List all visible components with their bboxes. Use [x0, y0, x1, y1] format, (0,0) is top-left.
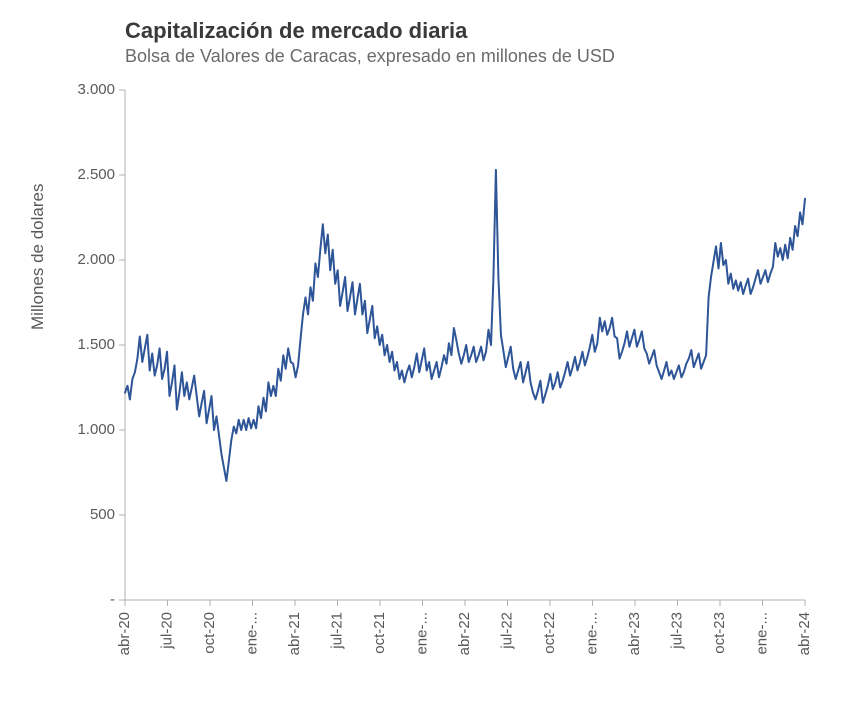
y-tick-label: 500 [90, 506, 115, 523]
series-line-marketcap [125, 170, 805, 481]
y-tick-label: - [110, 591, 115, 608]
chart-svg: - 500 1.000 1.500 2.000 2.500 3.000 abr-20 jul-… [0, 0, 850, 716]
x-tick-label: oct-20 [201, 612, 218, 654]
x-tick-label: ene-... [243, 612, 260, 655]
x-tick-label: jul-21 [328, 612, 345, 650]
y-tick-label: 2.000 [77, 251, 115, 268]
x-tick-label: ene-... [753, 612, 770, 655]
x-tick-label: abr-24 [796, 612, 813, 655]
x-tick-label: oct-22 [541, 612, 558, 654]
y-tick-label: 3.000 [77, 81, 115, 98]
x-tick-label: abr-20 [116, 612, 133, 655]
x-tick-label: abr-22 [456, 612, 473, 655]
x-tick-label: jul-20 [158, 612, 175, 650]
x-tick-label: abr-23 [626, 612, 643, 655]
x-tick-label: ene-... [413, 612, 430, 655]
x-tick-label: abr-21 [286, 612, 303, 655]
x-tick-label: ene-... [583, 612, 600, 655]
y-tick-label: 2.500 [77, 166, 115, 183]
y-tick-label: 1.000 [77, 421, 115, 438]
y-tick-label: 1.500 [77, 336, 115, 353]
x-tick-label: oct-21 [371, 612, 388, 654]
x-tick-label: oct-23 [711, 612, 728, 654]
x-tick-label: jul-22 [498, 612, 515, 650]
x-tick-label: jul-23 [668, 612, 685, 650]
